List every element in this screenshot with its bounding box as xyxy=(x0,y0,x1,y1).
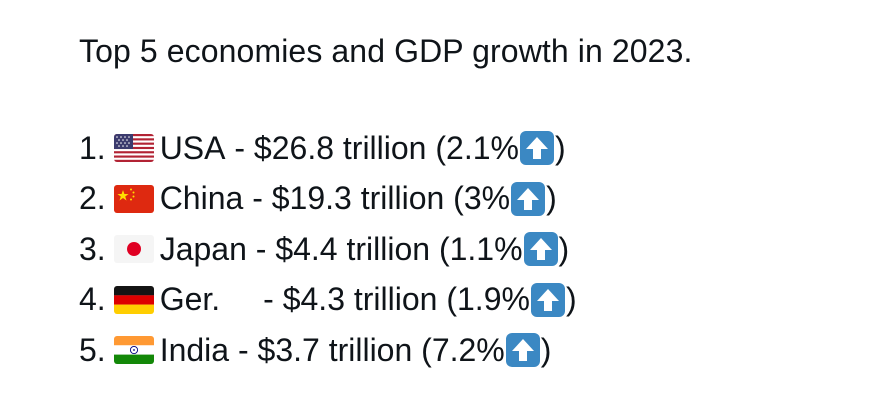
rank-number: 5. xyxy=(79,331,106,368)
growth-rate: 2.1% xyxy=(446,129,519,166)
growth-rate: 3% xyxy=(463,180,511,217)
gdp-value: - $4.4 trillion ( xyxy=(246,230,450,267)
up-arrow-icon xyxy=(523,232,558,267)
economy-list: 1. xyxy=(79,123,861,376)
list-item: 5. India - $3.7 trillion ( 7.2% xyxy=(79,325,861,376)
up-arrow-icon xyxy=(505,333,540,368)
gdp-value: - $26.8 trillion ( xyxy=(225,129,447,166)
rank-number: 3. xyxy=(79,230,106,267)
country-name: USA xyxy=(159,129,226,166)
us-flag-icon xyxy=(113,133,154,163)
gdp-value: - $4.3 trillion ( xyxy=(263,281,457,318)
closing-paren: ) xyxy=(558,230,570,267)
japan-flag-icon xyxy=(113,234,154,264)
closing-paren: ) xyxy=(546,180,557,217)
up-arrow-icon xyxy=(511,181,546,216)
germany-flag-icon xyxy=(113,285,154,315)
up-arrow-icon xyxy=(530,282,565,317)
rank-number: 1. xyxy=(79,129,106,166)
closing-paren: ) xyxy=(554,129,566,166)
post-title: Top 5 economies and GDP growth in 2023. xyxy=(79,33,693,69)
list-item: 4. Ger. - $4.3 trillion ( 1.9% ) xyxy=(79,275,861,326)
india-flag-icon xyxy=(113,335,154,365)
rank-number: 4. xyxy=(79,281,106,318)
list-item: 1. xyxy=(79,123,861,174)
post-content: Top 5 economies and GDP growth in 2023. … xyxy=(79,26,861,376)
china-flag-icon xyxy=(113,184,154,214)
rank-number: 2. xyxy=(79,180,106,217)
country-name: India xyxy=(159,331,230,368)
country-name: Ger. xyxy=(159,281,221,318)
closing-paren: ) xyxy=(565,281,577,318)
list-item: 2. China - $19.3 trillion ( 3% ) xyxy=(79,174,861,225)
growth-rate: 7.2% xyxy=(431,331,505,368)
closing-paren: ) xyxy=(540,331,552,368)
growth-rate: 1.1% xyxy=(449,230,523,267)
list-item: 3. Japan - $4.4 trillion ( 1.1% ) xyxy=(79,224,861,275)
up-arrow-icon xyxy=(519,131,554,166)
gdp-value: - $3.7 trillion ( xyxy=(229,331,432,368)
country-name: China xyxy=(159,180,244,217)
growth-rate: 1.9% xyxy=(457,281,530,318)
country-name: Japan xyxy=(159,230,247,267)
gdp-value: - $19.3 trillion ( xyxy=(243,180,464,217)
